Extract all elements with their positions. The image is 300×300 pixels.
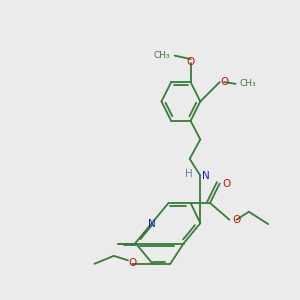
Text: CH₃: CH₃ (154, 51, 170, 60)
Text: O: O (222, 178, 231, 188)
Text: O: O (220, 77, 229, 87)
Text: CH₃: CH₃ (240, 79, 256, 88)
Text: N: N (148, 219, 156, 229)
Text: N: N (202, 171, 210, 181)
Text: O: O (187, 57, 195, 67)
Text: O: O (232, 215, 240, 225)
Text: methoxy: methoxy (175, 56, 182, 57)
Text: O: O (128, 258, 136, 268)
Text: H: H (185, 169, 193, 179)
